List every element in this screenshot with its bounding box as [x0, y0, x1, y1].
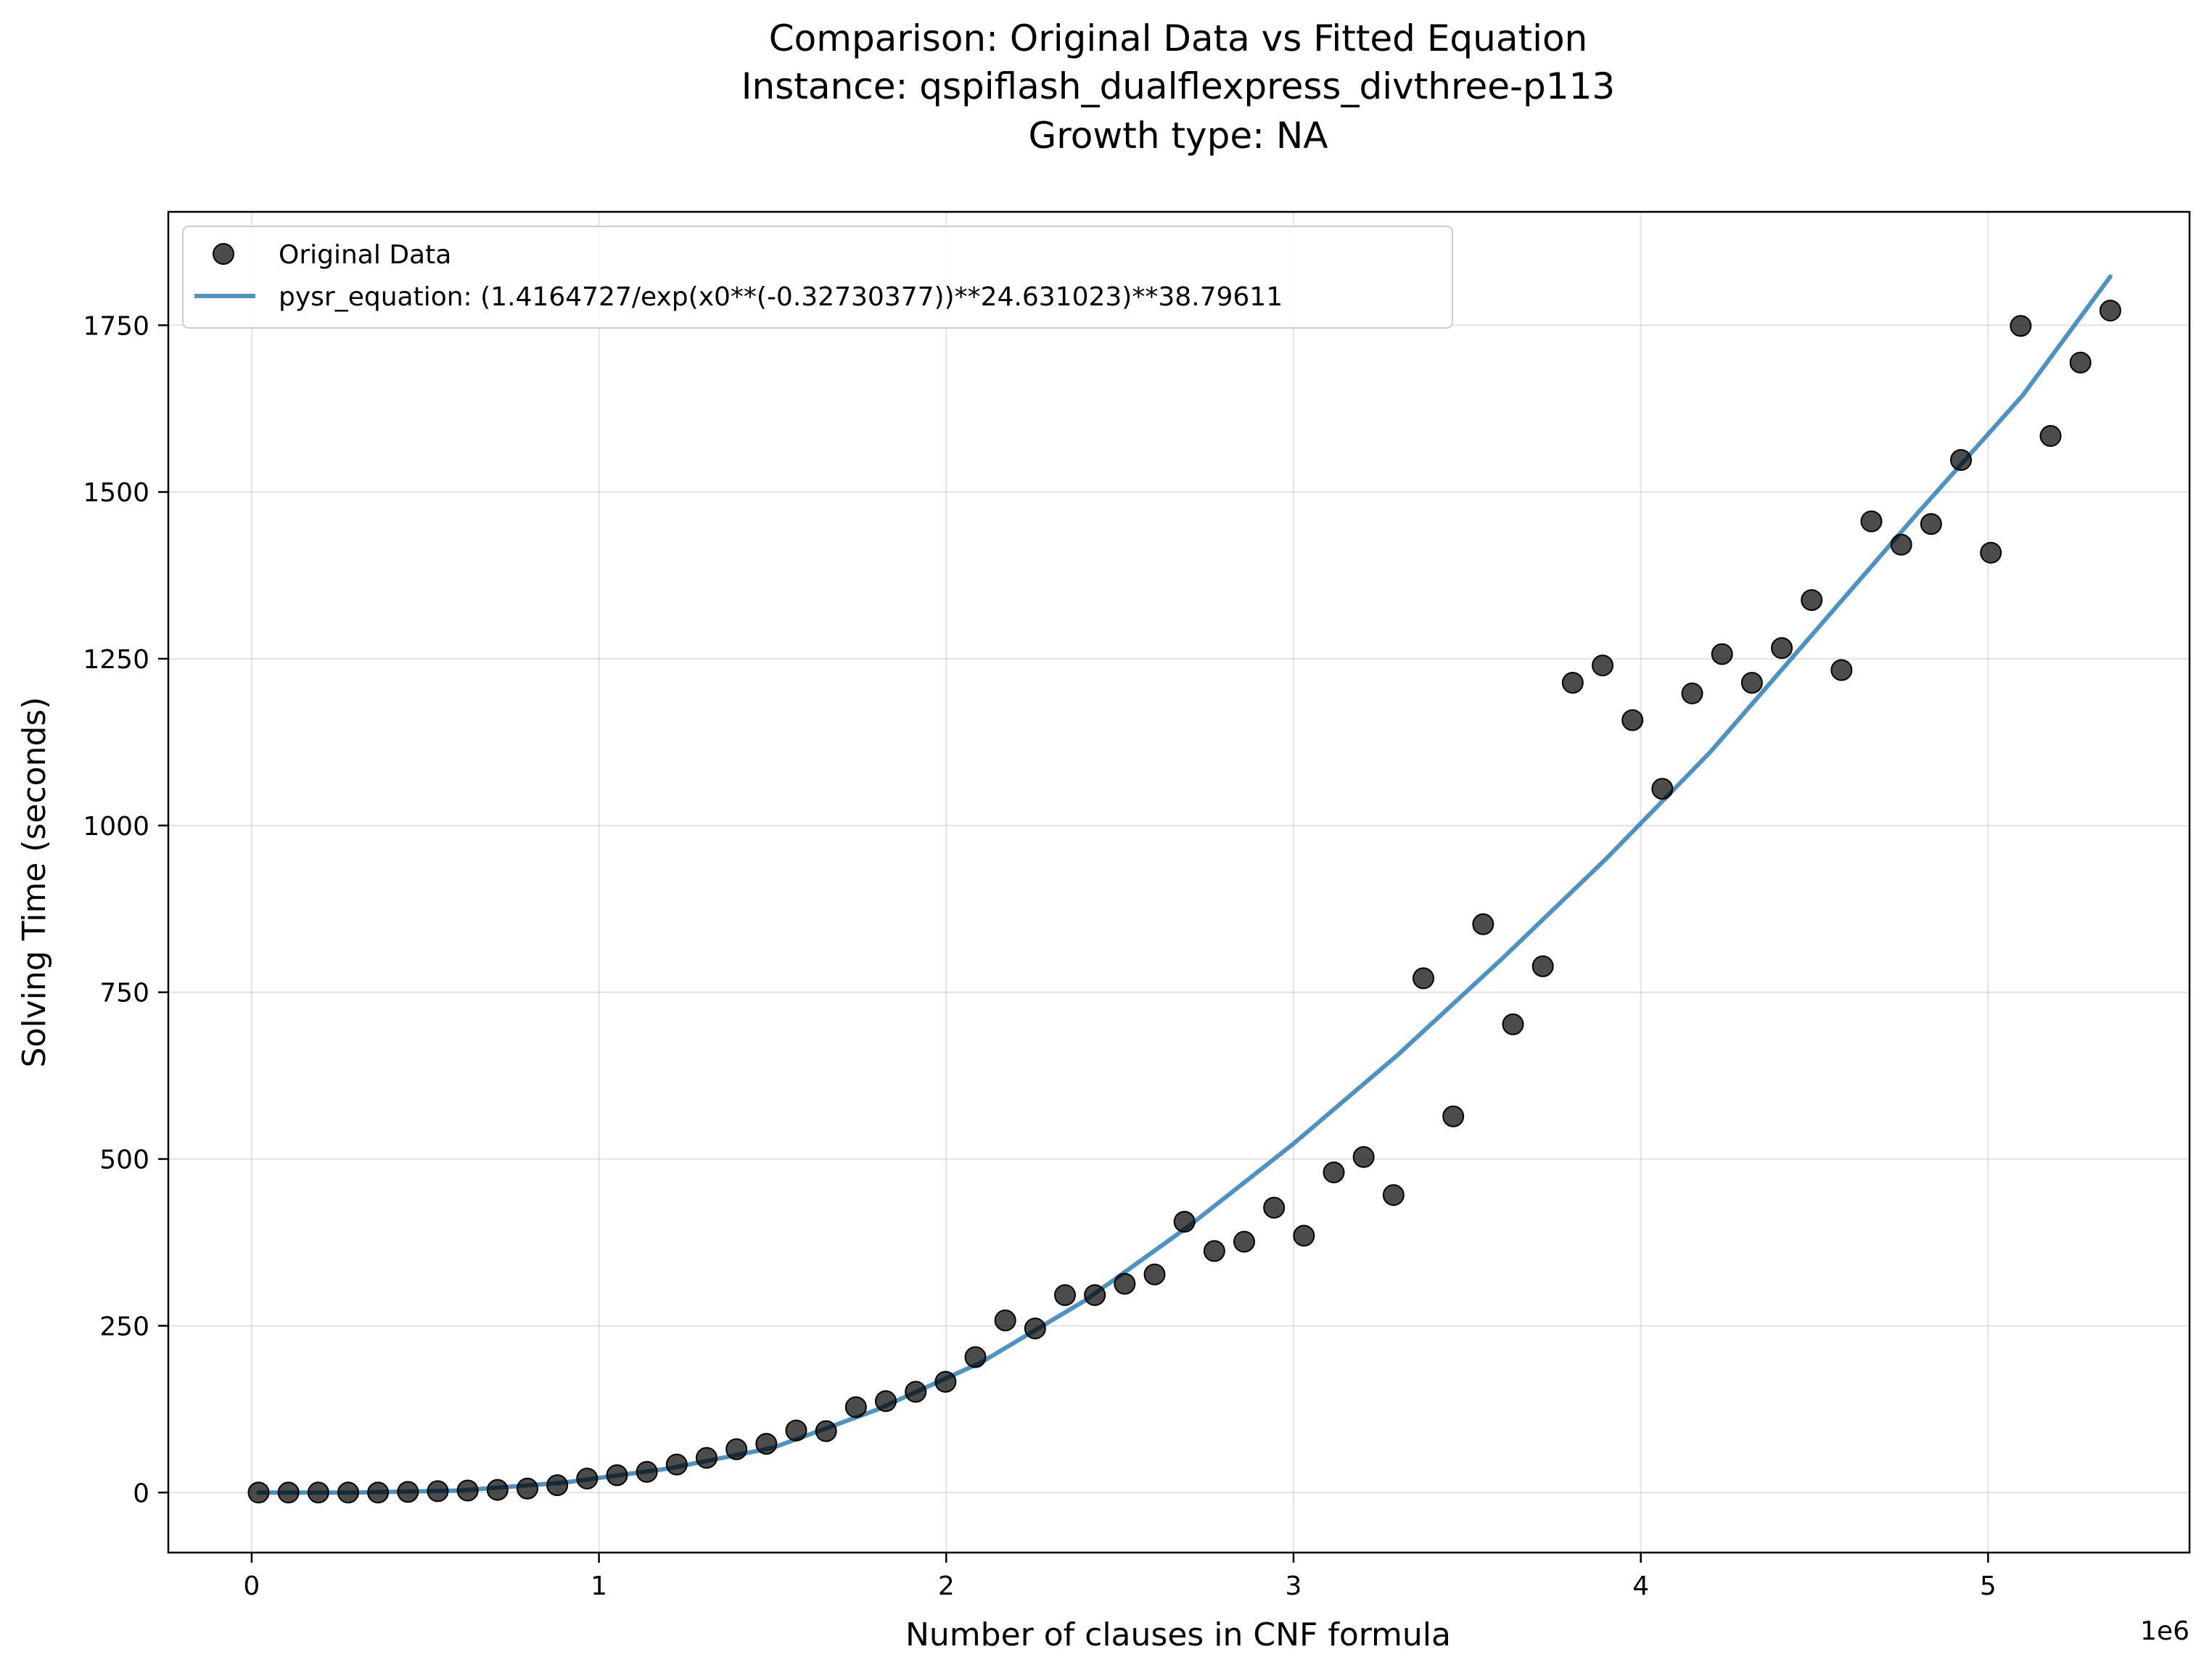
- data-point: [844, 1396, 867, 1418]
- data-point: [277, 1481, 300, 1504]
- data-point: [1442, 1105, 1465, 1127]
- data-point: [1024, 1318, 1046, 1340]
- data-point: [994, 1310, 1016, 1332]
- x-tick-label: 5: [1980, 1571, 1997, 1601]
- data-point: [1382, 1184, 1405, 1207]
- x-tick-label: 0: [243, 1571, 260, 1601]
- data-point: [456, 1479, 479, 1502]
- data-point: [1263, 1196, 1286, 1219]
- y-axis-ticks: 0 250 500 750 1000 1250 1500 1750: [83, 311, 168, 1508]
- data-point: [1173, 1210, 1196, 1233]
- data-point: [1203, 1240, 1225, 1262]
- data-point: [1413, 967, 1435, 990]
- data-point: [665, 1453, 688, 1476]
- data-point: [2010, 315, 2032, 337]
- data-point: [1651, 778, 1674, 800]
- data-point: [1801, 589, 1823, 612]
- data-point: [1114, 1273, 1136, 1295]
- data-point: [1860, 510, 1883, 533]
- data-point: [1920, 513, 1942, 535]
- legend-box: [182, 226, 1453, 329]
- data-point: [307, 1481, 329, 1504]
- data-points-group: [247, 300, 2121, 1504]
- data-point: [934, 1370, 957, 1393]
- data-point: [427, 1480, 449, 1503]
- x-axis-ticks: 0 1 2 3 4 5: [243, 1553, 1997, 1601]
- data-point: [1531, 955, 1554, 977]
- legend-marker-original-data: [213, 243, 234, 265]
- y-tick-label: 0: [133, 1479, 149, 1508]
- y-tick-label: 750: [99, 979, 149, 1008]
- data-point: [755, 1433, 778, 1455]
- data-point: [367, 1481, 390, 1504]
- data-point: [1293, 1225, 1315, 1247]
- data-point: [397, 1481, 419, 1503]
- data-point: [337, 1481, 359, 1504]
- y-tick-label: 1000: [83, 812, 149, 842]
- data-point: [905, 1381, 927, 1403]
- x-tick-label: 2: [938, 1571, 955, 1601]
- legend-label-fitted-curve: pysr_equation: (1.4164727/exp(x0**(-0.32…: [279, 282, 1283, 312]
- legend-label-original-data: Original Data: [279, 240, 451, 270]
- data-point: [486, 1479, 509, 1501]
- data-point: [964, 1346, 987, 1368]
- data-point: [2099, 300, 2121, 322]
- data-point: [1561, 672, 1584, 694]
- data-point: [815, 1420, 837, 1442]
- data-point: [2039, 424, 2062, 447]
- data-point: [576, 1467, 599, 1489]
- x-axis-label: Number of clauses in CNF formula: [905, 1616, 1451, 1653]
- legend: Original Data pysr_equation: (1.4164727/…: [182, 226, 1453, 329]
- data-point: [1592, 654, 1614, 677]
- data-point: [1830, 659, 1853, 681]
- y-tick-label: 1750: [83, 311, 149, 341]
- data-point: [1233, 1230, 1255, 1253]
- title-line-3: Growth type: NA: [1029, 115, 1328, 157]
- data-point: [1502, 1013, 1524, 1035]
- title-line-1: Comparison: Original Data vs Fitted Equa…: [769, 17, 1588, 59]
- data-point: [695, 1447, 718, 1469]
- data-point: [1472, 913, 1494, 935]
- data-point: [1143, 1263, 1166, 1286]
- data-point: [1681, 682, 1703, 704]
- data-point: [725, 1438, 748, 1460]
- data-point: [2069, 351, 2092, 374]
- data-point: [874, 1390, 897, 1413]
- data-point: [1980, 541, 2002, 564]
- data-point: [785, 1419, 807, 1442]
- x-axis-offset-label: 1e6: [2140, 1616, 2190, 1646]
- data-point: [1323, 1161, 1345, 1183]
- x-tick-label: 1: [591, 1571, 607, 1601]
- x-tick-label: 4: [1632, 1571, 1649, 1601]
- y-axis-label: Solving Time (seconds): [16, 697, 53, 1068]
- chart-title: Comparison: Original Data vs Fitted Equa…: [741, 17, 1615, 157]
- x-tick-label: 3: [1286, 1571, 1302, 1601]
- data-point: [1740, 672, 1763, 694]
- data-point: [546, 1474, 569, 1497]
- y-tick-label: 500: [99, 1146, 149, 1175]
- plot-area: [167, 210, 2191, 1554]
- y-tick-label: 1500: [83, 478, 149, 508]
- data-point: [1053, 1284, 1076, 1307]
- data-point: [1890, 533, 1912, 556]
- data-point: [1084, 1284, 1106, 1307]
- y-tick-label: 250: [99, 1312, 149, 1341]
- title-line-2: Instance: qspiflash_dualflexpress_divthr…: [741, 65, 1615, 107]
- data-point: [1950, 449, 1973, 472]
- data-point: [516, 1477, 538, 1500]
- data-point: [247, 1481, 270, 1504]
- data-point: [1711, 643, 1733, 665]
- data-point: [606, 1464, 628, 1487]
- data-point: [1771, 637, 1793, 659]
- data-point: [636, 1460, 658, 1483]
- data-point: [1621, 709, 1644, 731]
- data-point: [1352, 1146, 1375, 1168]
- y-tick-label: 1250: [83, 645, 149, 675]
